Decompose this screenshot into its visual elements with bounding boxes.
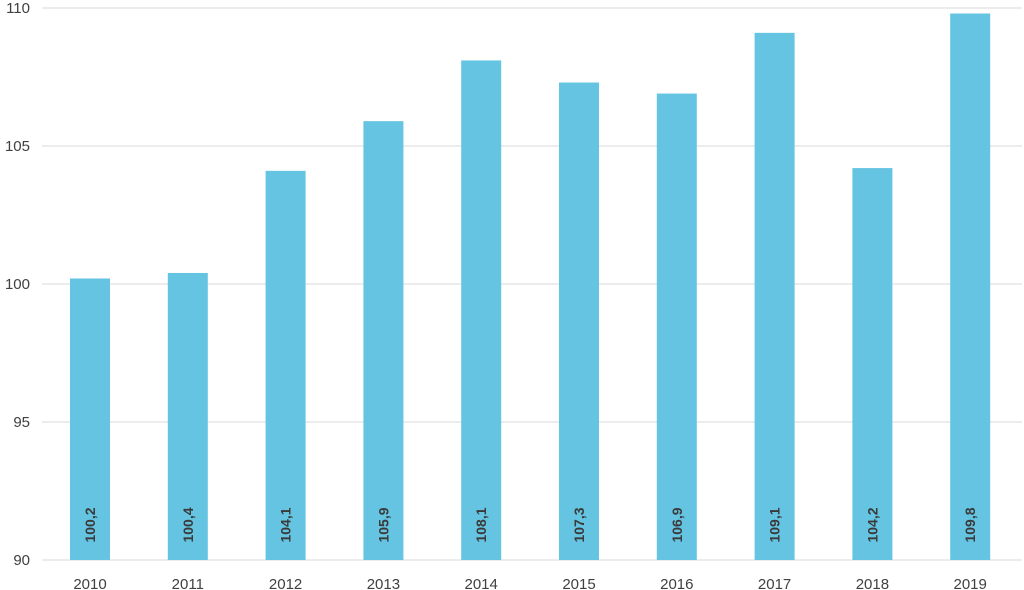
y-tick-label: 105	[5, 138, 30, 155]
x-tick-label-2018: 2018	[856, 576, 889, 590]
data-label-2019: 109,8	[962, 507, 978, 542]
y-tick-label: 95	[13, 414, 30, 431]
data-label-2017: 109,1	[767, 507, 783, 542]
bars	[70, 13, 991, 561]
x-tick-label-2016: 2016	[660, 576, 693, 590]
data-label-2016: 106,9	[669, 507, 685, 542]
bar-2010	[70, 278, 110, 560]
x-tick-label-2013: 2013	[367, 576, 400, 590]
x-tick-label-2010: 2010	[73, 576, 106, 590]
bar-2013	[363, 121, 404, 560]
x-tick-label-2011: 2011	[172, 576, 204, 590]
bar-2019	[950, 13, 991, 560]
y-tick-label: 90	[13, 552, 30, 569]
data-label-2013: 105,9	[375, 507, 391, 542]
y-tick-label: 100	[5, 276, 30, 293]
data-label-2015: 107,3	[571, 507, 587, 542]
bar-2011	[167, 272, 208, 560]
x-tick-label-2014: 2014	[465, 576, 498, 590]
bar-2014	[461, 60, 502, 560]
bar-2018	[852, 168, 893, 560]
bar-2015	[559, 82, 599, 561]
data-label-2012: 104,1	[278, 507, 294, 542]
x-tick-label-2017: 2017	[758, 576, 791, 590]
x-tick-label-2019: 2019	[954, 576, 987, 590]
bar-2016	[656, 93, 697, 560]
y-axis-tick-labels: 90 95 100 105 110	[5, 0, 30, 569]
data-labels: 100,2 100,4 104,1 105,9 108,1 107,3 106,9 109,1…	[82, 507, 978, 542]
data-label-2011: 100,4	[180, 507, 196, 542]
data-label-2014: 108,1	[473, 507, 489, 542]
x-tick-label-2015: 2015	[562, 576, 595, 590]
y-tick-label: 110	[6, 0, 30, 17]
data-label-2010: 100,2	[82, 507, 98, 542]
bar-2017	[754, 32, 795, 560]
data-label-2018: 104,2	[864, 507, 880, 542]
bar-2012	[265, 170, 306, 560]
x-tick-label-2012: 2012	[269, 576, 302, 590]
x-axis-tick-labels: 2010 2011 2012 2013 2014 2015 2016 2017 2018 2019	[73, 576, 987, 590]
